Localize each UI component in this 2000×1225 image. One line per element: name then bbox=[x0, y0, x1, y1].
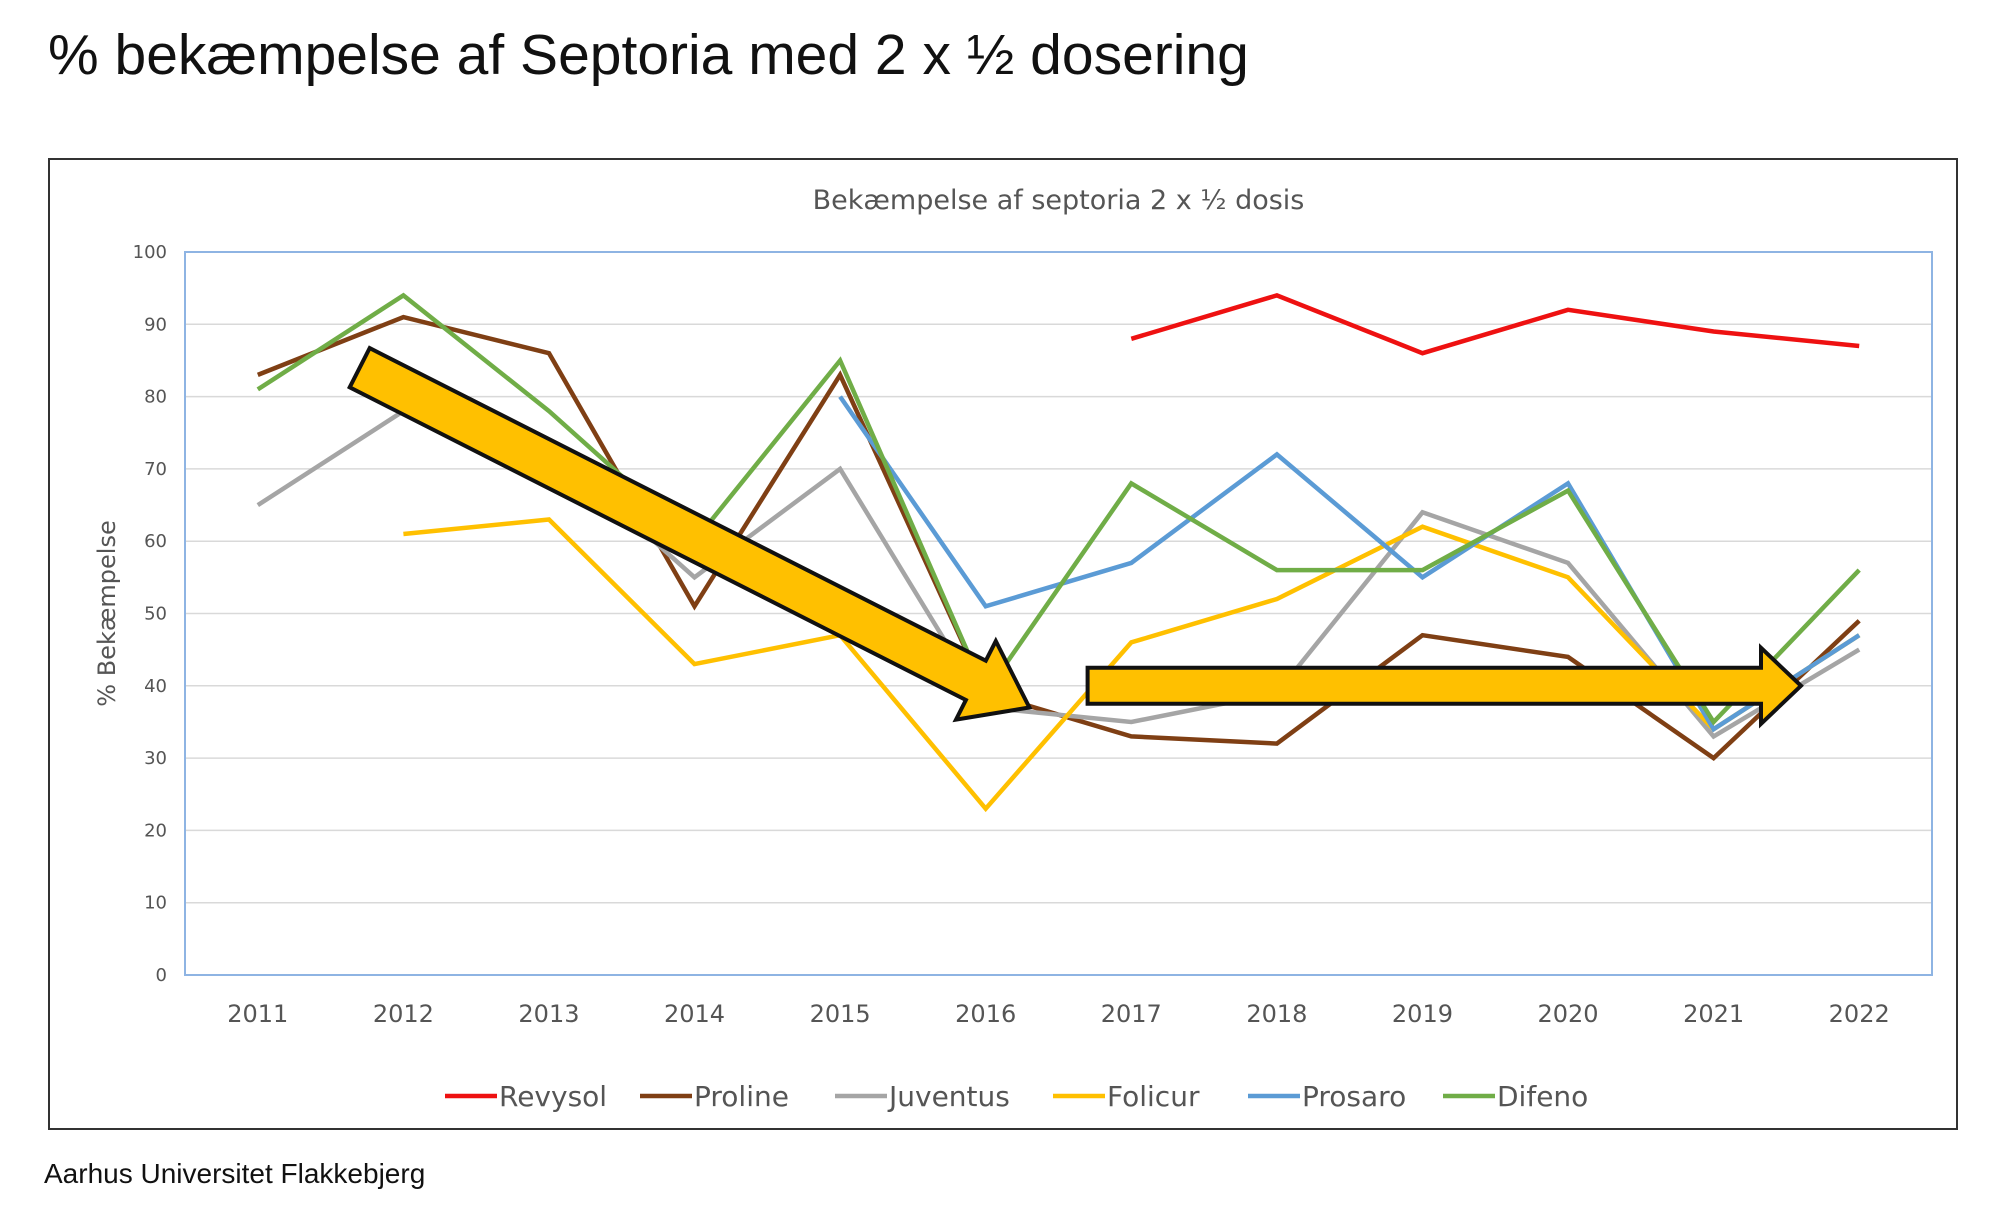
y-tick-label: 80 bbox=[144, 387, 167, 408]
footer-source: Aarhus Universitet Flakkebjerg bbox=[44, 1158, 426, 1189]
series-line-folicur bbox=[403, 517, 1861, 813]
legend-label-difeno: Difeno bbox=[1497, 1080, 1588, 1113]
y-tick-label: 10 bbox=[144, 893, 167, 914]
chart-title: Bekæmpelse af septoria 2 x ½ dosis bbox=[813, 185, 1305, 216]
y-tick-label: 90 bbox=[144, 314, 167, 335]
legend-label-revysol: Revysol bbox=[499, 1080, 607, 1113]
x-tick-label: 2011 bbox=[227, 1000, 288, 1028]
y-tick-label: 60 bbox=[144, 531, 167, 552]
x-tick-label: 2012 bbox=[373, 1000, 434, 1028]
series-line-difeno bbox=[256, 292, 1861, 726]
series-line-revysol bbox=[1130, 293, 1860, 356]
legend-label-folicur: Folicur bbox=[1107, 1080, 1200, 1113]
annotation-arrow-down bbox=[347, 345, 1033, 723]
x-tick-label: 2020 bbox=[1538, 1000, 1599, 1028]
legend-label-prosaro: Prosaro bbox=[1302, 1080, 1406, 1113]
y-axis-label: % Bekæmpelse bbox=[93, 520, 121, 706]
y-tick-label: 20 bbox=[144, 820, 167, 841]
x-tick-label: 2022 bbox=[1829, 1000, 1890, 1028]
x-tick-label: 2015 bbox=[810, 1000, 871, 1028]
plot-area-border bbox=[184, 251, 1933, 976]
chart-frame bbox=[48, 158, 1958, 1130]
legend-label-proline: Proline bbox=[694, 1080, 789, 1113]
x-tick-label: 2021 bbox=[1683, 1000, 1744, 1028]
x-tick-label: 2018 bbox=[1246, 1000, 1307, 1028]
y-tick-label: 100 bbox=[133, 242, 167, 263]
x-tick-label: 2019 bbox=[1392, 1000, 1453, 1028]
x-tick-label: 2017 bbox=[1101, 1000, 1162, 1028]
y-tick-label: 40 bbox=[144, 676, 167, 697]
legend-label-juventus: Juventus bbox=[887, 1080, 1010, 1113]
x-tick-label: 2016 bbox=[955, 1000, 1016, 1028]
y-tick-label: 0 bbox=[156, 965, 167, 986]
annotation-arrow-flat bbox=[1085, 643, 1804, 729]
slide-title: % bekæmpelse af Septoria med 2 x ½ doser… bbox=[48, 23, 1249, 87]
y-tick-label: 30 bbox=[144, 748, 167, 769]
x-tick-label: 2013 bbox=[518, 1000, 579, 1028]
y-tick-label: 50 bbox=[144, 604, 167, 625]
y-tick-label: 70 bbox=[144, 459, 167, 480]
x-tick-label: 2014 bbox=[664, 1000, 725, 1028]
